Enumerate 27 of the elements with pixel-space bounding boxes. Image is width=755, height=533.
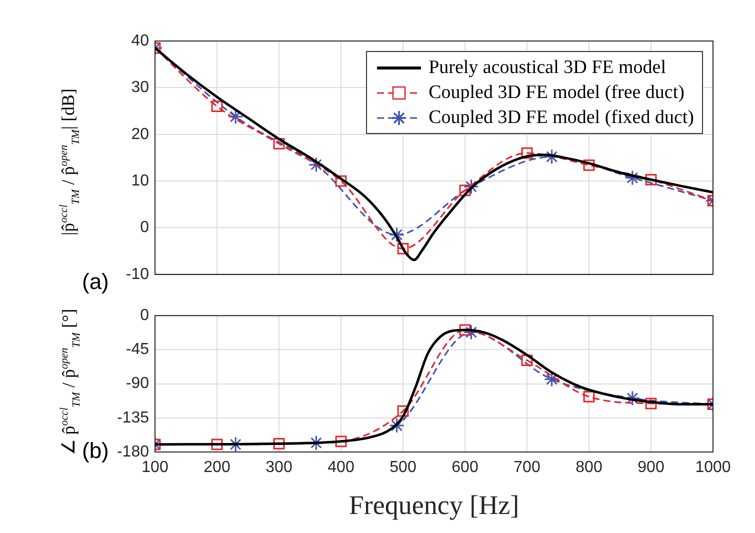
x-tick-label: 1000 — [695, 459, 731, 476]
x-tick-label: 300 — [266, 459, 292, 476]
y-tick-label: 0 — [140, 219, 150, 236]
y-tick-label: 10 — [131, 172, 150, 190]
x-tick-label: 500 — [390, 459, 416, 476]
x-tick-label: 200 — [204, 459, 230, 476]
x-axis-title: Frequency [Hz] — [348, 490, 520, 520]
y-tick-label: 30 — [131, 79, 150, 96]
y-tick-label: 40 — [131, 32, 150, 50]
text: (b) — [82, 438, 109, 464]
x-tick-label: 400 — [328, 459, 354, 476]
legend-label: Coupled 3D FE model (fixed duct) — [428, 106, 694, 130]
x-tick-label: 800 — [576, 459, 602, 476]
y-tick-label: -135 — [116, 409, 150, 426]
y-tick-label: 20 — [131, 126, 150, 143]
y-tick-label: -90 — [126, 375, 150, 392]
x-tick-label: 100 — [142, 459, 168, 476]
legend-label: Purely acoustical 3D FE model — [428, 56, 666, 80]
text: (a) — [82, 269, 109, 295]
y-tick-label: -45 — [126, 341, 150, 358]
legend-label: Coupled 3D FE model (free duct) — [428, 81, 684, 105]
y-tick-label: -10 — [126, 266, 150, 283]
y-tick-label: 0 — [140, 307, 150, 324]
y-tick-label: -180 — [116, 443, 150, 460]
x-tick-label: 700 — [514, 459, 540, 476]
x-tick-label: 900 — [638, 459, 664, 476]
x-tick-label: 600 — [452, 459, 478, 476]
